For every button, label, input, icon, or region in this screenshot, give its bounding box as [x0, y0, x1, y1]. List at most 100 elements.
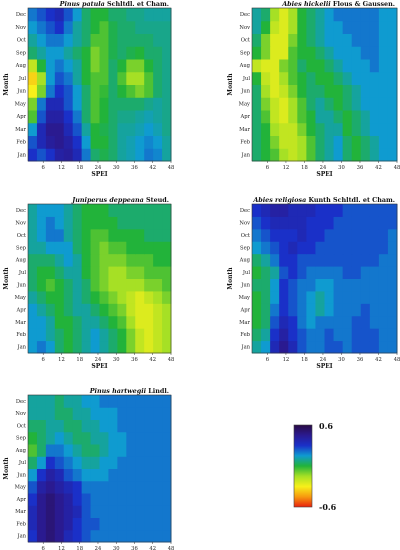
heat-cell	[117, 148, 127, 162]
heat-cell	[99, 253, 109, 267]
heat-cell	[297, 340, 307, 354]
heat-cell	[108, 241, 118, 255]
heat-cell	[72, 431, 83, 445]
heat-cell	[135, 468, 145, 482]
heat-cell	[28, 204, 38, 217]
heat-cell	[369, 290, 380, 304]
heat-cell	[45, 290, 56, 304]
heat-cell	[306, 266, 316, 279]
y-tick-label: Dec	[16, 208, 26, 214]
heat-cell	[54, 71, 65, 85]
heat-cell	[54, 419, 65, 433]
heat-cell	[72, 407, 83, 420]
heat-cell	[252, 110, 262, 124]
heat-cell	[369, 135, 380, 149]
heat-cell	[63, 84, 74, 98]
heat-cell	[36, 97, 47, 111]
heat-cell	[135, 8, 145, 22]
heat-cell	[297, 71, 307, 85]
heat-cell	[306, 340, 316, 354]
heat-cell	[270, 290, 280, 304]
heat-cell	[306, 59, 316, 73]
x-tick-label: 42	[149, 357, 156, 363]
species-authority: Steud.	[144, 196, 169, 204]
heat-cell	[126, 33, 136, 47]
heat-cell	[153, 204, 163, 217]
heat-cell	[144, 46, 154, 60]
heat-cell	[306, 71, 316, 85]
heat-cell	[360, 228, 371, 242]
plot-frame	[27, 394, 172, 543]
heat-cell	[90, 278, 100, 292]
heat-cell	[36, 290, 47, 304]
heat-cell	[270, 71, 280, 85]
heat-cell	[108, 278, 118, 292]
heat-cell	[270, 46, 280, 60]
heat-cell	[72, 122, 83, 136]
heat-cell	[135, 253, 145, 267]
heat-cell	[324, 204, 335, 217]
heat-cell	[333, 148, 344, 162]
heat-cell	[288, 290, 298, 304]
heat-cell	[36, 517, 47, 531]
y-tick-label: Nov	[15, 25, 26, 31]
heat-cell	[99, 46, 109, 60]
heat-cell	[135, 419, 145, 433]
heat-cell	[72, 529, 83, 543]
heat-cell	[153, 278, 163, 292]
heat-cell	[387, 228, 398, 242]
colorbar-max-label: 0.6	[319, 421, 333, 431]
heat-cell	[28, 97, 38, 111]
heat-cell	[342, 46, 353, 60]
heat-cell	[63, 20, 74, 34]
heat-cell	[54, 340, 65, 354]
heat-cell	[117, 20, 127, 34]
heat-cell	[135, 148, 145, 162]
heat-cell	[261, 266, 271, 279]
heat-cell	[162, 517, 172, 531]
heat-cell	[333, 241, 344, 255]
heat-cell	[297, 241, 307, 255]
heat-cell	[108, 204, 118, 217]
heat-cell	[351, 59, 362, 73]
x-tick-label: 42	[375, 357, 382, 363]
heat-cell	[261, 122, 271, 136]
heat-cell	[315, 340, 325, 354]
heat-cell	[81, 122, 92, 136]
heat-cell	[135, 493, 145, 506]
heat-cell	[126, 419, 136, 433]
heat-cell	[90, 303, 100, 317]
heat-cell	[63, 315, 74, 329]
heat-cell	[99, 290, 109, 304]
heat-cell	[135, 122, 145, 136]
heat-cell	[387, 148, 398, 162]
heat-cell	[261, 228, 271, 242]
heat-cell	[342, 122, 353, 136]
heat-cell	[28, 456, 38, 469]
heat-cell	[369, 8, 380, 22]
x-tick-label: 48	[168, 357, 175, 363]
x-tick-label: 6	[266, 165, 269, 171]
y-axis-label: Month	[3, 457, 10, 480]
heat-cell	[108, 529, 118, 543]
heat-cell	[342, 228, 353, 242]
heat-cell	[252, 122, 262, 136]
heat-cell	[279, 84, 289, 98]
heat-cell	[63, 303, 74, 317]
y-tick-label: Feb	[240, 332, 250, 338]
x-tick-label: 12	[283, 165, 290, 171]
heat-cell	[72, 71, 83, 85]
heat-cell	[153, 71, 163, 85]
heat-cell	[153, 290, 163, 304]
heat-cell	[270, 253, 280, 267]
heat-cell	[126, 431, 136, 445]
heat-cell	[126, 468, 136, 482]
heat-cell	[108, 315, 118, 329]
heat-cell	[306, 303, 316, 317]
heat-cell	[45, 315, 56, 329]
heat-cell	[270, 110, 280, 124]
heat-cell	[360, 135, 371, 149]
heat-cell	[279, 241, 289, 255]
heat-cell	[333, 33, 344, 47]
heat-cell	[153, 122, 163, 136]
